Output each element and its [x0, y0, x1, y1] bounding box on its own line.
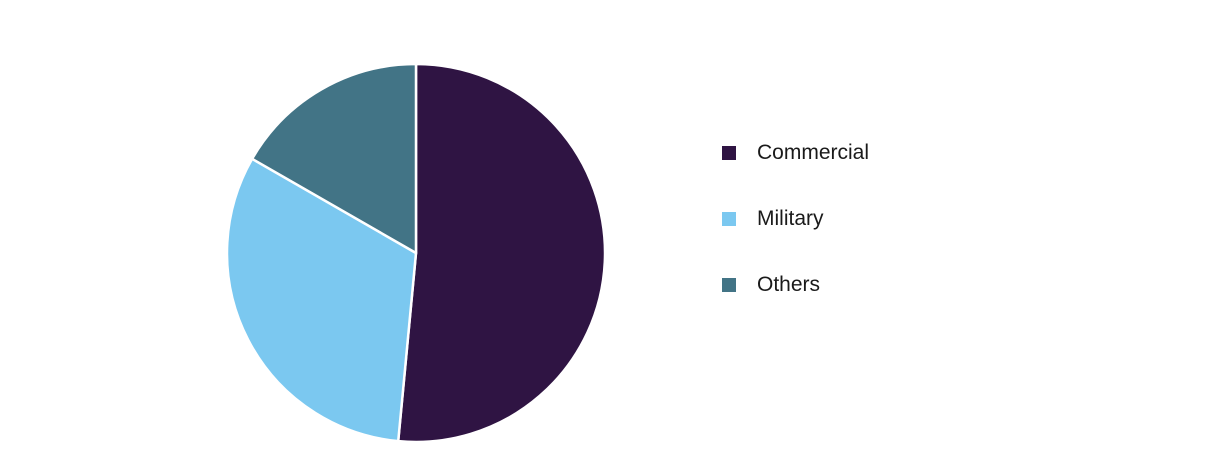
legend-swatch-military [722, 212, 736, 226]
legend-item-others: Others [722, 272, 820, 298]
legend-label-military: Military [757, 207, 824, 230]
legend-label-others: Others [757, 273, 821, 296]
legend-label-commercial: Commercial [757, 141, 870, 164]
pie-slice-others [250, 62, 418, 255]
legend-swatch-commercial [722, 146, 736, 160]
pie-slices [225, 62, 607, 444]
pie-slice-military [225, 157, 418, 443]
legend-item-military: Military [722, 206, 824, 232]
pie-slice-commercial [396, 62, 607, 444]
legend-item-commercial: Commercial [722, 140, 869, 166]
legend-swatch-others [722, 278, 736, 292]
